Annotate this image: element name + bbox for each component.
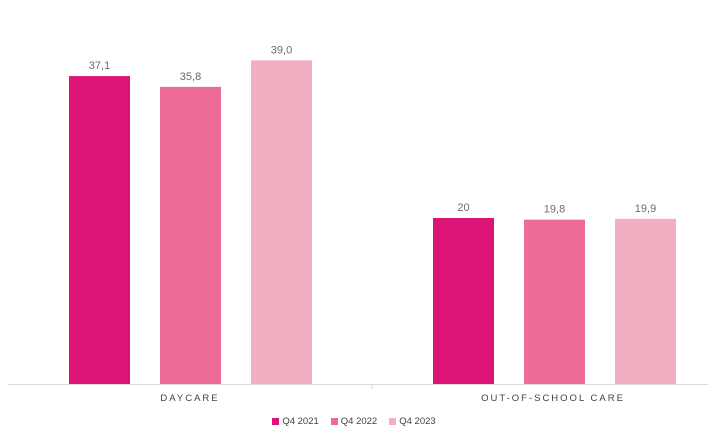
bars-group — [69, 60, 676, 385]
category-label: OUT-OF-SCHOOL CARE — [481, 393, 625, 404]
data-labels-group: 37,1 20 35,8 19,8 39,0 19,9 — [89, 44, 656, 215]
data-label: 35,8 — [180, 71, 201, 83]
legend-item: Q4 2021 — [272, 416, 319, 427]
legend-item: Q4 2023 — [389, 416, 436, 427]
legend-label: Q4 2022 — [340, 416, 378, 427]
bar-q4-2021-1 — [433, 218, 494, 384]
bar-q4-2022-1 — [524, 219, 585, 384]
data-label: 19,9 — [635, 203, 656, 215]
data-label: 37,1 — [89, 60, 110, 72]
bar-q4-2023-1 — [615, 218, 676, 384]
legend-item: Q4 2022 — [330, 416, 378, 427]
legend-swatch — [272, 418, 280, 425]
legend-label: Q4 2023 — [399, 416, 436, 427]
legend-label: Q4 2021 — [282, 416, 319, 427]
legend: Q4 2021 Q4 2022 Q4 2023 — [0, 416, 708, 427]
bar-q4-2021-0 — [69, 76, 130, 384]
bar-q4-2023-0 — [251, 60, 312, 385]
category-labels-group: DAYCARE OUT-OF-SCHOOL CARE — [160, 393, 625, 404]
data-label: 19,8 — [544, 204, 565, 216]
data-label: 20 — [457, 202, 469, 214]
legend-swatch — [389, 418, 397, 425]
legend-swatch — [330, 418, 338, 425]
bar-q4-2022-0 — [160, 86, 221, 385]
data-label: 39,0 — [271, 44, 292, 56]
category-label: DAYCARE — [160, 393, 219, 404]
